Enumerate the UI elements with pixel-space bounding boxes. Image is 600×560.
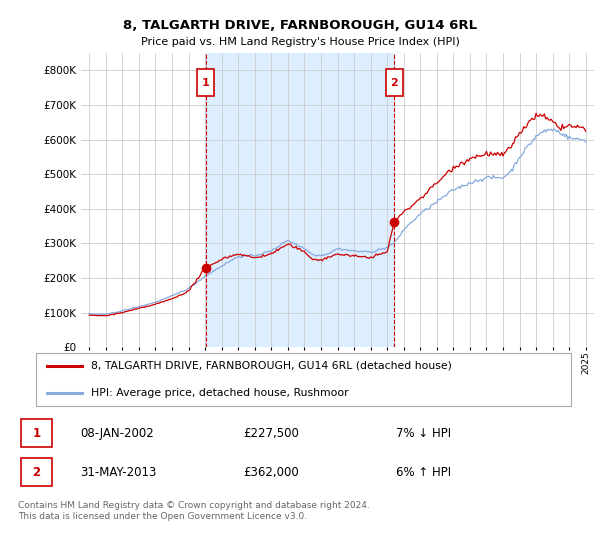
Text: £362,000: £362,000 (244, 466, 299, 479)
Text: 2: 2 (32, 466, 40, 479)
FancyBboxPatch shape (35, 353, 571, 406)
FancyBboxPatch shape (21, 459, 52, 486)
Text: 7% ↓ HPI: 7% ↓ HPI (396, 427, 451, 440)
Text: 8, TALGARTH DRIVE, FARNBOROUGH, GU14 6RL: 8, TALGARTH DRIVE, FARNBOROUGH, GU14 6RL (123, 18, 477, 32)
FancyBboxPatch shape (21, 419, 52, 447)
Text: HPI: Average price, detached house, Rushmoor: HPI: Average price, detached house, Rush… (91, 388, 349, 398)
Text: Contains HM Land Registry data © Crown copyright and database right 2024.
This d: Contains HM Land Registry data © Crown c… (18, 501, 370, 521)
Text: 6% ↑ HPI: 6% ↑ HPI (396, 466, 451, 479)
Text: 31-MAY-2013: 31-MAY-2013 (80, 466, 157, 479)
Text: 8, TALGARTH DRIVE, FARNBOROUGH, GU14 6RL (detached house): 8, TALGARTH DRIVE, FARNBOROUGH, GU14 6RL… (91, 361, 452, 371)
Text: 08-JAN-2002: 08-JAN-2002 (80, 427, 154, 440)
Text: 2: 2 (390, 78, 398, 87)
FancyBboxPatch shape (386, 69, 403, 96)
Bar (206, 53, 394, 347)
Text: £227,500: £227,500 (244, 427, 299, 440)
Text: 1: 1 (32, 427, 40, 440)
Text: 1: 1 (202, 78, 209, 87)
Text: Price paid vs. HM Land Registry's House Price Index (HPI): Price paid vs. HM Land Registry's House … (140, 37, 460, 47)
FancyBboxPatch shape (197, 69, 214, 96)
